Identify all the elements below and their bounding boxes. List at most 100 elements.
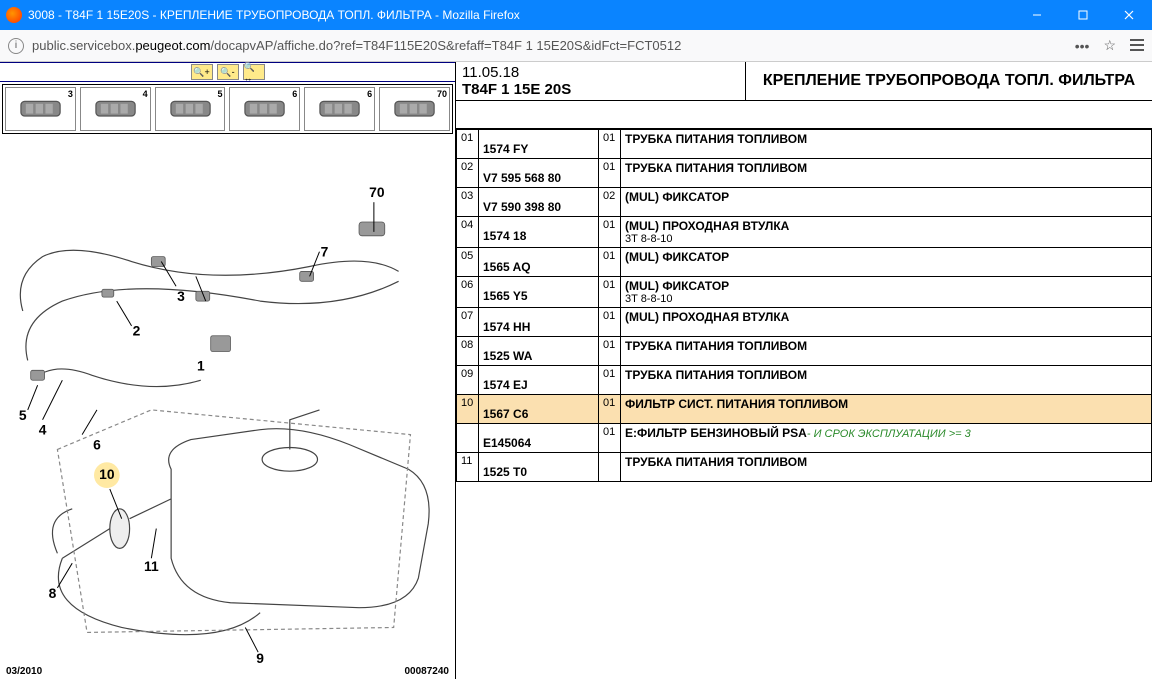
window-title: 3008 - T84F 1 15E20S - КРЕПЛЕНИЕ ТРУБОПР… [28, 8, 1014, 22]
part-ref: 1574 EJ [479, 366, 599, 395]
part-desc: ТРУБКА ПИТАНИЯ ТОПЛИВОМ [621, 366, 1152, 395]
diagram-id: 00087240 [405, 666, 450, 677]
row-qty: 01 [599, 424, 621, 453]
row-qty: 02 [599, 188, 621, 217]
part-desc: (MUL) ПРОХОДНАЯ ВТУЛКА3T 8-8-10 [621, 217, 1152, 248]
part-desc: (MUL) ФИКСАТОР [621, 248, 1152, 277]
row-qty [599, 453, 621, 482]
table-row[interactable]: 06 1565 Y5 01 (MUL) ФИКСАТОР3T 8-8-10 [457, 277, 1152, 308]
part-ref: V7 595 568 80 [479, 159, 599, 188]
callout-3[interactable]: 3 [177, 288, 185, 304]
callout-10[interactable]: 10 [99, 466, 115, 482]
part-ref: V7 590 398 80 [479, 188, 599, 217]
part-desc: ТРУБКА ПИТАНИЯ ТОПЛИВОМ [621, 159, 1152, 188]
bookmark-icon[interactable]: ☆ [1103, 37, 1116, 54]
row-qty: 01 [599, 130, 621, 159]
part-ref: 1574 FY [479, 130, 599, 159]
thumbnail-5[interactable]: 6 [304, 87, 375, 131]
callout-70[interactable]: 70 [369, 184, 385, 200]
callout-1[interactable]: 1 [197, 357, 205, 373]
diagram-date: 03/2010 [6, 666, 42, 677]
part-desc: (MUL) ФИКСАТОР [621, 188, 1152, 217]
row-index: 05 [457, 248, 479, 277]
part-ref: 1574 HH [479, 308, 599, 337]
table-row[interactable]: E145064 01 E:ФИЛЬТР БЕНЗИНОВЫЙ PSA- И СР… [457, 424, 1152, 453]
row-qty: 01 [599, 308, 621, 337]
callout-4[interactable]: 4 [39, 422, 47, 438]
zoom-in-button[interactable]: 🔍+ [191, 64, 213, 80]
row-index [457, 424, 479, 453]
row-index: 02 [457, 159, 479, 188]
part-ref: 1525 T0 [479, 453, 599, 482]
site-info-icon[interactable]: i [8, 38, 24, 54]
thumbnail-strip: 3456670 [2, 84, 453, 134]
window-titlebar: 3008 - T84F 1 15E20S - КРЕПЛЕНИЕ ТРУБОПР… [0, 0, 1152, 30]
thumbnail-3[interactable]: 5 [155, 87, 226, 131]
table-row[interactable]: 11 1525 T0 ТРУБКА ПИТАНИЯ ТОПЛИВОМ [457, 453, 1152, 482]
callout-11[interactable]: 11 [144, 558, 159, 574]
header-spacer [456, 101, 1152, 129]
table-row[interactable]: 10 1567 C6 01 ФИЛЬТР СИСТ. ПИТАНИЯ ТОПЛИ… [457, 395, 1152, 424]
part-desc: (MUL) ФИКСАТОР3T 8-8-10 [621, 277, 1152, 308]
zoom-fit-button[interactable]: 🔍↔ [243, 64, 265, 80]
thumbnail-4[interactable]: 6 [229, 87, 300, 131]
more-icon[interactable]: ••• [1075, 38, 1090, 54]
zoom-out-button[interactable]: 🔍- [217, 64, 239, 80]
part-desc: E:ФИЛЬТР БЕНЗИНОВЫЙ PSA- И СРОК ЭКСПЛУАТ… [621, 424, 1152, 453]
callout-6[interactable]: 6 [93, 436, 101, 452]
header-title: КРЕПЛЕНИЕ ТРУБОПРОВОДА ТОПЛ. ФИЛЬТРА [746, 62, 1152, 100]
part-desc: (MUL) ПРОХОДНАЯ ВТУЛКА [621, 308, 1152, 337]
row-qty: 01 [599, 217, 621, 248]
thumbnail-6[interactable]: 70 [379, 87, 450, 131]
row-index: 03 [457, 188, 479, 217]
row-index: 07 [457, 308, 479, 337]
table-row[interactable]: 07 1574 HH 01 (MUL) ПРОХОДНАЯ ВТУЛКА [457, 308, 1152, 337]
row-index: 01 [457, 130, 479, 159]
row-index: 04 [457, 217, 479, 248]
thumbnail-2[interactable]: 4 [80, 87, 151, 131]
row-qty: 01 [599, 395, 621, 424]
table-row[interactable]: 03 V7 590 398 80 02 (MUL) ФИКСАТОР [457, 188, 1152, 217]
part-ref: 1574 18 [479, 217, 599, 248]
header-code: T84F 1 15E 20S [462, 81, 739, 98]
part-desc: ФИЛЬТР СИСТ. ПИТАНИЯ ТОПЛИВОМ [621, 395, 1152, 424]
row-index: 06 [457, 277, 479, 308]
minimize-button[interactable] [1014, 0, 1060, 30]
table-row[interactable]: 02 V7 595 568 80 01 ТРУБКА ПИТАНИЯ ТОПЛИ… [457, 159, 1152, 188]
thumbnail-1[interactable]: 3 [5, 87, 76, 131]
part-ref: E145064 [479, 424, 599, 453]
part-desc: ТРУБКА ПИТАНИЯ ТОПЛИВОМ [621, 337, 1152, 366]
part-ref: 1565 AQ [479, 248, 599, 277]
callout-2[interactable]: 2 [133, 323, 141, 339]
callout-5[interactable]: 5 [19, 407, 27, 423]
parts-scroll[interactable]: 01 1574 FY 01 ТРУБКА ПИТАНИЯ ТОПЛИВОМ 02… [456, 129, 1152, 679]
row-qty: 01 [599, 159, 621, 188]
table-row[interactable]: 04 1574 18 01 (MUL) ПРОХОДНАЯ ВТУЛКА3T 8… [457, 217, 1152, 248]
maximize-button[interactable] [1060, 0, 1106, 30]
part-ref: 1525 WA [479, 337, 599, 366]
callout-9[interactable]: 9 [256, 650, 264, 666]
row-index: 09 [457, 366, 479, 395]
menu-icon[interactable] [1130, 38, 1144, 54]
row-index: 11 [457, 453, 479, 482]
row-qty: 01 [599, 337, 621, 366]
row-qty: 01 [599, 277, 621, 308]
table-row[interactable]: 05 1565 AQ 01 (MUL) ФИКСАТОР [457, 248, 1152, 277]
parts-table: 01 1574 FY 01 ТРУБКА ПИТАНИЯ ТОПЛИВОМ 02… [456, 129, 1152, 482]
parts-diagram[interactable]: 1 2 3 45 6 7 8 9 10 11 70 [2, 134, 453, 666]
table-row[interactable]: 08 1525 WA 01 ТРУБКА ПИТАНИЯ ТОПЛИВОМ [457, 337, 1152, 366]
part-desc: ТРУБКА ПИТАНИЯ ТОПЛИВОМ [621, 130, 1152, 159]
callout-8[interactable]: 8 [49, 585, 57, 601]
callout-7[interactable]: 7 [321, 244, 329, 260]
part-ref: 1567 C6 [479, 395, 599, 424]
url-display[interactable]: public.servicebox.peugeot.com/docapvAP/a… [32, 38, 1067, 53]
row-index: 10 [457, 395, 479, 424]
row-index: 08 [457, 337, 479, 366]
table-row[interactable]: 09 1574 EJ 01 ТРУБКА ПИТАНИЯ ТОПЛИВОМ [457, 366, 1152, 395]
table-row[interactable]: 01 1574 FY 01 ТРУБКА ПИТАНИЯ ТОПЛИВОМ [457, 130, 1152, 159]
diagram-pane: 🔍+ 🔍- 🔍↔ 3456670 [0, 62, 455, 679]
close-button[interactable] [1106, 0, 1152, 30]
header-date: 11.05.18 [462, 64, 739, 81]
part-ref: 1565 Y5 [479, 277, 599, 308]
zoom-toolbar: 🔍+ 🔍- 🔍↔ [0, 62, 455, 82]
